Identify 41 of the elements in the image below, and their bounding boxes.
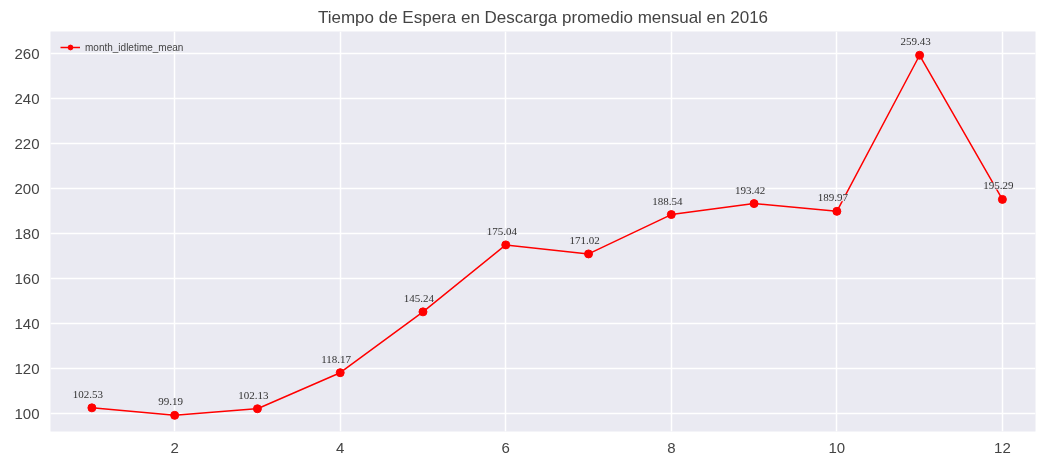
point bbox=[252, 404, 262, 414]
point bbox=[335, 368, 345, 378]
y-tick-label: 180 bbox=[14, 224, 40, 242]
data-label: 171.02 bbox=[569, 233, 600, 246]
x-tick-label: 10 bbox=[828, 438, 846, 456]
point bbox=[749, 199, 759, 209]
data-label: 193.42 bbox=[734, 183, 766, 196]
data-label: 259.43 bbox=[900, 35, 932, 48]
x-tick-label: 2 bbox=[170, 438, 179, 456]
x-tick-label: 12 bbox=[994, 438, 1011, 456]
data-label: 189.97 bbox=[817, 191, 849, 204]
point bbox=[832, 206, 842, 216]
data-label: 102.13 bbox=[238, 388, 270, 401]
point bbox=[87, 403, 97, 413]
y-tick-label: 220 bbox=[14, 134, 40, 152]
chart-title: Tiempo de Espera en Descarga promedio mensual en 2016 bbox=[317, 7, 769, 27]
point bbox=[584, 249, 594, 259]
data-label: 175.04 bbox=[486, 224, 518, 237]
x-tick-label: 6 bbox=[501, 438, 510, 456]
y-tick-label: 240 bbox=[14, 89, 40, 107]
data-label: 99.19 bbox=[158, 395, 184, 408]
data-label: 118.17 bbox=[321, 352, 352, 365]
y-tick-label: 140 bbox=[14, 314, 40, 332]
data-label: 195.29 bbox=[983, 179, 1015, 192]
point bbox=[418, 307, 428, 317]
legend-label: month_idletime_mean bbox=[85, 41, 184, 53]
data-label: 145.24 bbox=[403, 291, 435, 304]
y-tick-label: 260 bbox=[14, 44, 40, 62]
y-tick-label: 160 bbox=[14, 269, 40, 287]
point bbox=[997, 194, 1007, 204]
point bbox=[915, 50, 925, 60]
point bbox=[501, 240, 511, 250]
y-tick-label: 100 bbox=[14, 404, 40, 422]
x-tick-label: 4 bbox=[336, 438, 345, 456]
point bbox=[170, 410, 180, 420]
point bbox=[666, 210, 676, 220]
y-tick-label: 120 bbox=[14, 359, 40, 377]
data-label: 102.53 bbox=[72, 387, 104, 400]
x-tick-label: 8 bbox=[667, 438, 676, 456]
data-label: 188.54 bbox=[652, 194, 683, 207]
y-tick-label: 200 bbox=[14, 179, 40, 197]
